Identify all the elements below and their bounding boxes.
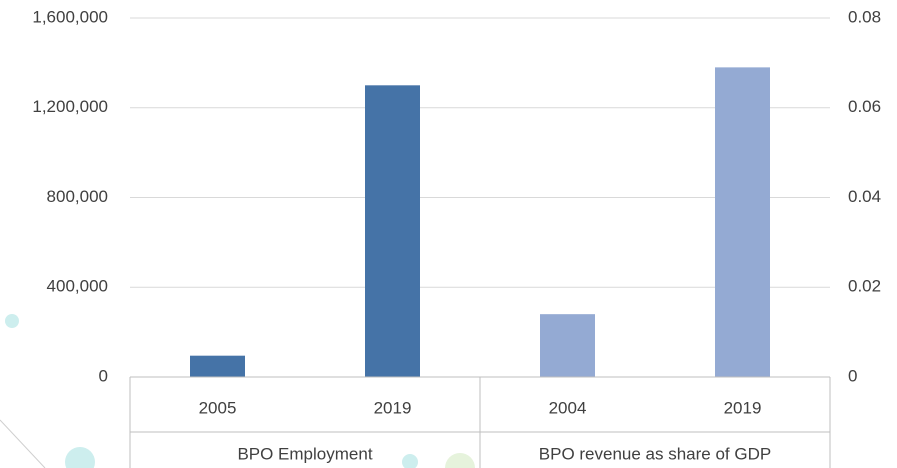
bar — [540, 314, 595, 377]
bar — [365, 85, 420, 377]
y2-tick-label: 0.08 — [848, 7, 881, 26]
y-tick-label: 0 — [99, 366, 108, 385]
y-tick-label: 400,000 — [47, 277, 108, 296]
decoration — [445, 453, 475, 468]
y2-tick-label: 0.06 — [848, 97, 881, 116]
x-tick-label: 2019 — [374, 398, 412, 417]
x-tick-label: 2004 — [549, 398, 587, 417]
x-tick-label: 2019 — [724, 398, 762, 417]
decoration — [65, 447, 95, 468]
y2-tick-label: 0.02 — [848, 277, 881, 296]
decoration — [5, 314, 19, 328]
decoration — [402, 454, 418, 468]
y-tick-label: 1,600,000 — [32, 7, 108, 26]
x-tick-label: 2005 — [199, 398, 237, 417]
bar — [715, 67, 770, 378]
bar — [190, 355, 245, 377]
decoration — [0, 419, 46, 468]
y-tick-label: 1,200,000 — [32, 97, 108, 116]
y-tick-label: 800,000 — [47, 187, 108, 206]
group-label: BPO revenue as share of GDP — [539, 444, 771, 463]
y2-tick-label: 0.04 — [848, 187, 881, 206]
y2-tick-label: 0 — [848, 366, 857, 385]
group-label: BPO Employment — [237, 444, 372, 463]
